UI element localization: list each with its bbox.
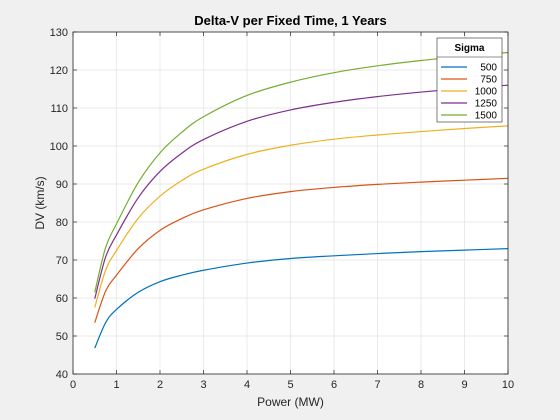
- y-axis-label: DV (km/s): [33, 176, 47, 229]
- legend-box: [436, 37, 503, 123]
- legend-label-500: 500: [480, 63, 497, 74]
- series-line-1250: [94, 84, 509, 299]
- legend-label-1500: 1500: [475, 111, 498, 122]
- y-tick-label: 90: [56, 179, 68, 191]
- legend-label-1250: 1250: [475, 99, 498, 110]
- x-tick-label: 2: [157, 379, 163, 391]
- x-tick-label: 4: [244, 379, 250, 391]
- x-tick-label: 8: [418, 379, 424, 391]
- y-tick-label: 80: [56, 217, 68, 229]
- x-tick-label: 1: [113, 379, 119, 391]
- y-tick-label: 100: [50, 141, 68, 153]
- x-tick-label: 6: [331, 379, 337, 391]
- legend-label-750: 750: [480, 75, 497, 86]
- series-line-1000: [94, 125, 509, 308]
- series-lines: [94, 51, 509, 349]
- x-tick-label: 3: [200, 379, 206, 391]
- y-tick-label: 70: [56, 255, 68, 267]
- axis-ticks: 0 1 2 3 4 5 6 7 8 9 10 40 50 60 70 80 90 100 110 120 130: [50, 27, 514, 391]
- legend-label-1000: 1000: [475, 87, 498, 98]
- x-tick-label: 10: [502, 379, 514, 391]
- x-axis-label: Power (MW): [257, 395, 324, 409]
- legend-title: Sigma: [454, 43, 484, 54]
- x-tick-label: 7: [374, 379, 380, 391]
- y-tick-label: 110: [50, 103, 68, 115]
- y-tick-label: 50: [56, 331, 68, 343]
- x-tick-label: 0: [70, 379, 76, 391]
- y-tick-label: 40: [56, 369, 68, 381]
- series-line-500: [94, 248, 509, 349]
- y-tick-label: 60: [56, 293, 68, 305]
- y-tick-label: 130: [50, 27, 68, 39]
- x-tick-label: 5: [287, 379, 293, 391]
- y-tick-label: 120: [50, 65, 68, 77]
- chart-title: Delta-V per Fixed Time, 1 Years: [194, 13, 386, 28]
- series-line-750: [94, 177, 509, 323]
- x-tick-label: 9: [461, 379, 467, 391]
- series-line-1500: [94, 51, 509, 293]
